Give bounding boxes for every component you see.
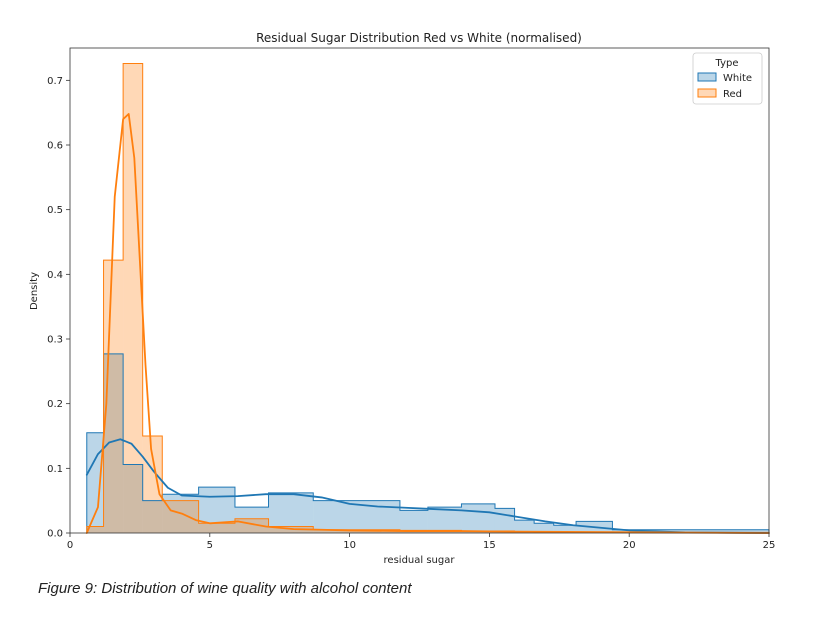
figure-caption: Figure 9: Distribution of wine quality w… [38, 580, 412, 597]
white-kde-line [85, 438, 770, 534]
kde-curves [85, 113, 770, 534]
y-tick-label: 0.7 [47, 76, 63, 87]
x-tick-label: 5 [207, 540, 213, 551]
x-tick-label: 20 [623, 540, 636, 551]
white-hist-bar [514, 520, 535, 533]
red-hist-bar [103, 260, 124, 533]
white-hist-bar [399, 510, 428, 533]
white-hist-bar [103, 353, 124, 533]
y-tick-label: 0.5 [47, 205, 63, 216]
legend-label-white: White [723, 73, 752, 84]
white-hist-bar [234, 507, 269, 533]
y-tick-label: 0.2 [47, 399, 63, 410]
red-hist-bar [268, 526, 314, 533]
white-hist-bar [142, 500, 163, 533]
red-hist-bar [86, 526, 104, 533]
x-tick-label: 15 [483, 540, 496, 551]
white-hist-bar [461, 503, 495, 533]
y-tick-label: 0.0 [47, 529, 63, 540]
y-tick-label: 0.1 [47, 464, 63, 475]
x-tick-label: 25 [763, 540, 776, 551]
white-hist-bar [534, 523, 554, 533]
red-kde-line [85, 113, 770, 534]
x-tick-label: 0 [67, 540, 73, 551]
legend-swatch-red [697, 88, 717, 98]
red-hist-bar [142, 436, 163, 533]
legend-box [692, 52, 763, 105]
legend-title: Type [715, 58, 739, 69]
red-hist-bar [198, 523, 235, 533]
white-histogram-outline [86, 353, 770, 533]
white-hist-step [86, 353, 770, 533]
x-axis-label: residual sugar [384, 555, 456, 566]
white-hist-bar [553, 525, 577, 533]
y-tick-label: 0.3 [47, 335, 63, 346]
white-hist-bar [198, 487, 235, 533]
y-tick-label: 0.4 [47, 270, 63, 281]
legend-swatch-white [697, 72, 717, 82]
y-axis-label: Density [29, 272, 40, 310]
x-tick-label: 10 [343, 540, 356, 551]
white-hist-bar [313, 500, 400, 533]
white-hist-bar [427, 507, 462, 533]
white-hist-bar [86, 432, 104, 533]
white-hist-bar [612, 529, 769, 533]
legend-label-red: Red [723, 89, 742, 100]
y-tick-label: 0.6 [47, 141, 63, 152]
chart: 0 5 10 15 20 25 0.0 0.1 0.2 0.3 0.4 0.5 0.6 0.7 Resi… [29, 31, 776, 566]
white-hist-bar [494, 508, 515, 533]
red-hist-bar [123, 63, 143, 534]
x-axis-ticks: 0 5 10 15 20 25 [67, 533, 776, 551]
chart-title: Residual Sugar Distribution Red vs White… [256, 31, 582, 45]
plot-frame [69, 47, 770, 534]
legend: Type White Red [692, 52, 763, 105]
white-hist-bar [123, 464, 143, 533]
plot-area [70, 48, 769, 533]
y-axis-ticks: 0.0 0.1 0.2 0.3 0.4 0.5 0.6 0.7 [47, 76, 70, 540]
